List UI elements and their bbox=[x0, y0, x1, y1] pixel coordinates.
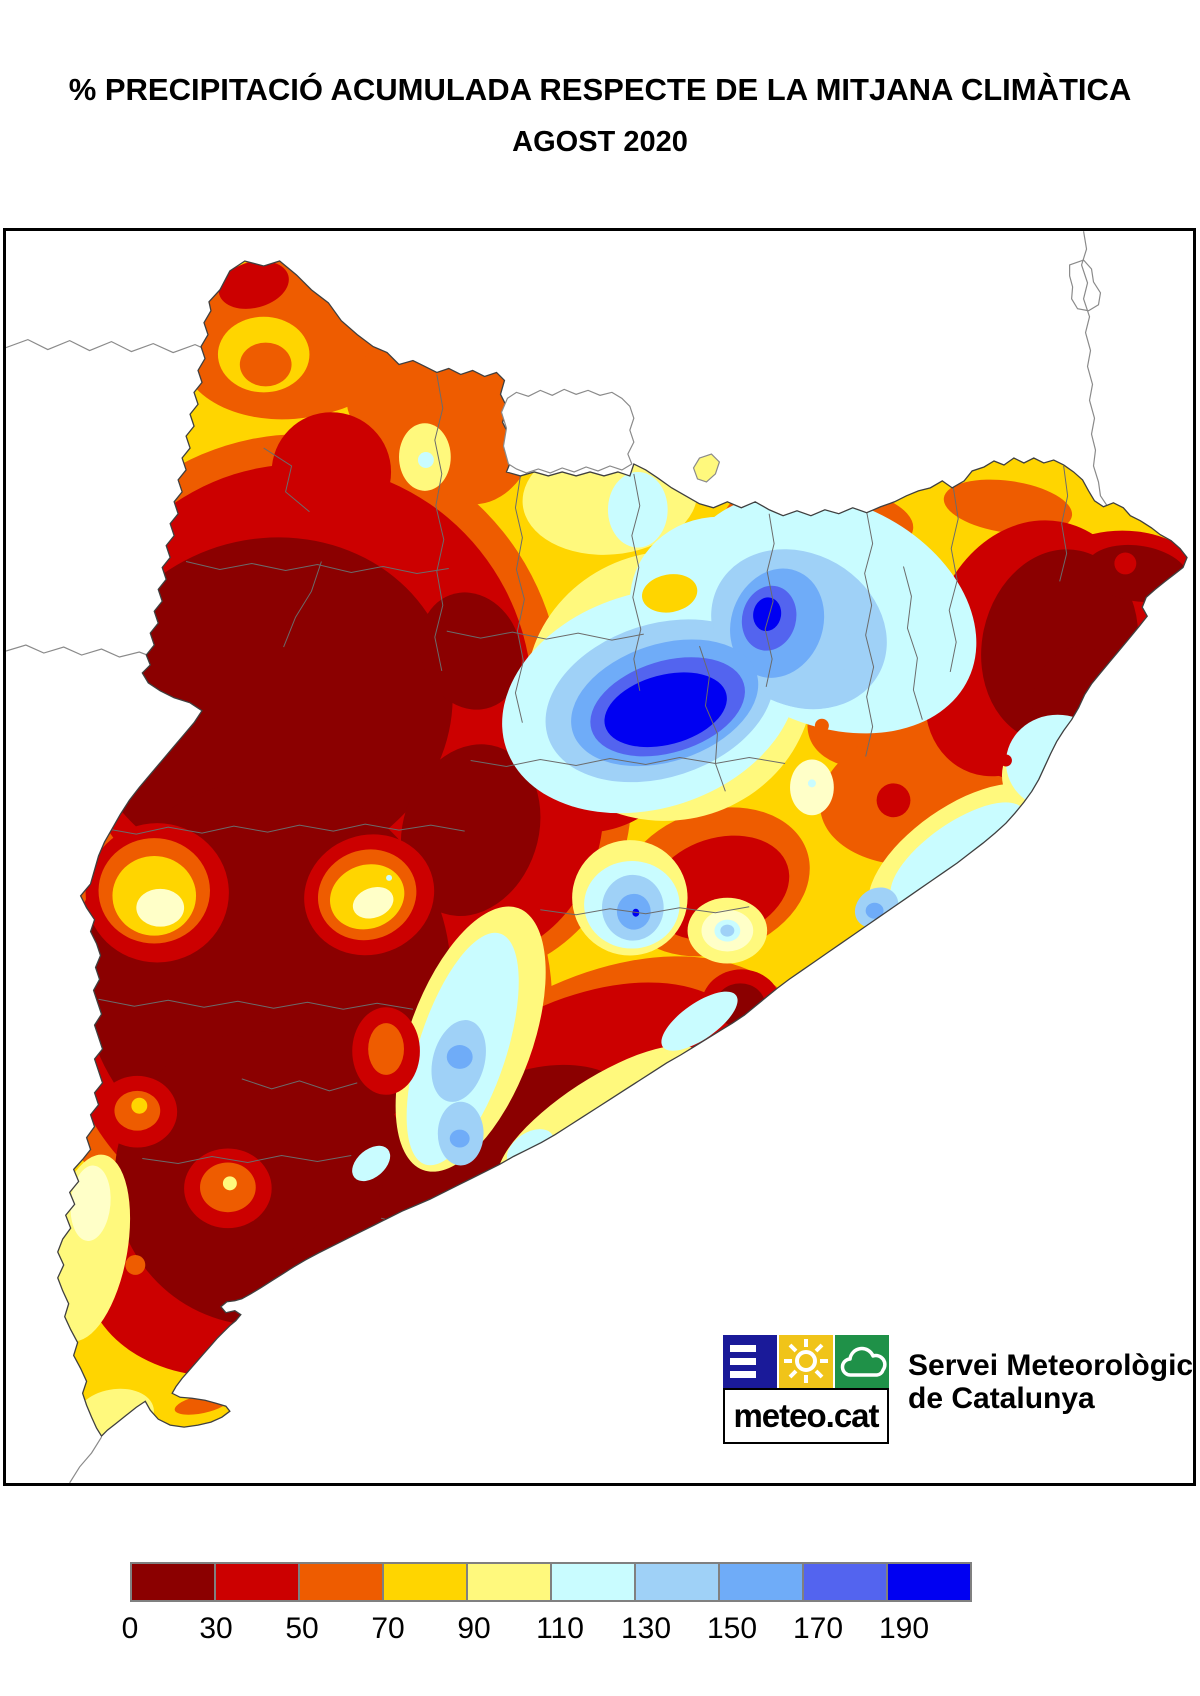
legend-cell bbox=[130, 1562, 216, 1602]
legend-cell bbox=[214, 1562, 300, 1602]
legend-cell bbox=[886, 1562, 972, 1602]
legend-labels: 0 30 50 70 90 110 130 150 170 190 bbox=[122, 1612, 1080, 1652]
legend-cell bbox=[718, 1562, 804, 1602]
logo-cloud-icon bbox=[835, 1335, 889, 1388]
logo-sun-icon bbox=[779, 1335, 833, 1388]
page-subtitle: AGOST 2020 bbox=[512, 126, 688, 158]
andorra-outline bbox=[500, 388, 635, 474]
logo-brand-text: meteo.cat bbox=[733, 1397, 879, 1434]
logo-menu-icon bbox=[723, 1335, 777, 1388]
local-anomaly-spots bbox=[85, 316, 1137, 1415]
legend-label: 190 bbox=[878, 1612, 930, 1645]
legend-label: 70 bbox=[371, 1612, 405, 1645]
legend-label: 150 bbox=[706, 1612, 758, 1645]
legend-cell bbox=[466, 1562, 552, 1602]
org-name-line1: Servei Meteorològic bbox=[908, 1349, 1194, 1382]
legend-cell bbox=[802, 1562, 888, 1602]
llivia-enclave bbox=[692, 453, 721, 483]
page-title: % PRECIPITACIÓ ACUMULADA RESPECTE DE LA … bbox=[68, 72, 1132, 107]
legend-cell bbox=[298, 1562, 384, 1602]
legend-cell bbox=[634, 1562, 720, 1602]
legend-label: 0 bbox=[121, 1612, 139, 1645]
meteocat-logo: meteo.cat bbox=[723, 1335, 889, 1444]
legend-bar bbox=[130, 1562, 972, 1602]
legend-label: 170 bbox=[792, 1612, 844, 1645]
legend-cell bbox=[550, 1562, 636, 1602]
legend-label: 90 bbox=[457, 1612, 491, 1645]
org-name: Servei Meteorològic de Catalunya bbox=[908, 1349, 1193, 1415]
legend-label: 110 bbox=[536, 1612, 584, 1645]
catalonia-precip-map bbox=[6, 231, 1193, 1483]
logo-wordmark: meteo.cat bbox=[723, 1388, 889, 1444]
legend-label: 50 bbox=[285, 1612, 319, 1645]
legend-label: 130 bbox=[620, 1612, 672, 1645]
org-name-line2: de Catalunya bbox=[908, 1382, 1095, 1415]
map-frame: meteo.cat Servei Meteorològic de Catalun… bbox=[3, 228, 1196, 1486]
legend-label: 30 bbox=[199, 1612, 233, 1645]
legend-cell bbox=[382, 1562, 468, 1602]
external-borders bbox=[6, 231, 1143, 1483]
